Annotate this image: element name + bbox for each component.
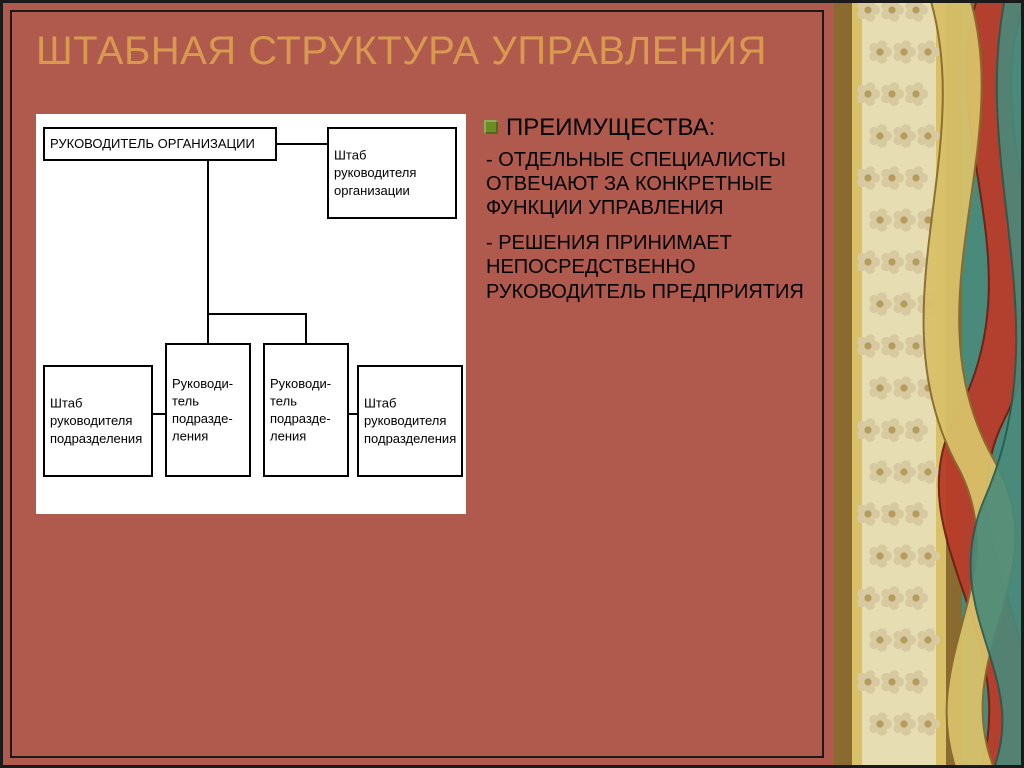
decorative-sidebar — [834, 0, 1024, 768]
svg-text:подразделения: подразделения — [50, 431, 142, 446]
svg-text:ления: ления — [270, 429, 306, 444]
content-row: РУКОВОДИТЕЛЬ ОРГАНИЗАЦИИ Штаб руководителя… — [36, 114, 814, 514]
svg-text:тель: тель — [172, 393, 199, 408]
svg-text:подразделения: подразделения — [364, 431, 456, 446]
sidebar-pattern-svg — [834, 0, 1024, 768]
svg-text:ления: ления — [172, 429, 208, 444]
advantages-item: - ОТДЕЛЬНЫЕ СПЕЦИАЛИСТЫ ОТВЕЧАЮТ ЗА КОНК… — [484, 148, 814, 221]
advantages-heading: ПРЕИМУЩЕСТВА: — [506, 114, 715, 142]
svg-text:Руководи-: Руководи- — [270, 376, 331, 391]
svg-text:организации: организации — [334, 183, 410, 198]
org-chart-svg: РУКОВОДИТЕЛЬ ОРГАНИЗАЦИИ Штаб руководителя… — [36, 114, 466, 514]
org-chart: РУКОВОДИТЕЛЬ ОРГАНИЗАЦИИ Штаб руководителя… — [36, 114, 466, 514]
svg-text:подразде-: подразде- — [172, 411, 233, 426]
svg-text:Штаб: Штаб — [50, 396, 82, 411]
advantages-list: - ОТДЕЛЬНЫЕ СПЕЦИАЛИСТЫ ОТВЕЧАЮТ ЗА КОНК… — [484, 148, 814, 304]
advantages-heading-row: ПРЕИМУЩЕСТВА: — [484, 114, 814, 142]
advantages-item: - РЕШЕНИЯ ПРИНИМАЕТ НЕПОСРЕДСТВЕННО РУКО… — [484, 231, 814, 304]
slide-title: ШТАБНАЯ СТРУКТУРА УПРАВЛЕНИЯ — [36, 28, 814, 74]
svg-text:Штаб: Штаб — [364, 396, 396, 411]
svg-text:Руководи-: Руководи- — [172, 376, 233, 391]
advantages-column: ПРЕИМУЩЕСТВА: - ОТДЕЛЬНЫЕ СПЕЦИАЛИСТЫ ОТ… — [484, 114, 814, 514]
svg-text:РУКОВОДИТЕЛЬ ОРГАНИЗАЦИИ: РУКОВОДИТЕЛЬ ОРГАНИЗАЦИИ — [50, 136, 255, 151]
svg-text:Штаб: Штаб — [334, 148, 366, 163]
svg-text:подразде-: подразде- — [270, 411, 331, 426]
bullet-square-icon — [484, 120, 498, 134]
svg-text:руководителя: руководителя — [334, 165, 416, 180]
svg-text:руководителя: руководителя — [364, 413, 446, 428]
main-area: ШТАБНАЯ СТРУКТУРА УПРАВЛЕНИЯ РУКОВОДИТЕЛ… — [0, 0, 834, 768]
svg-text:тель: тель — [270, 393, 297, 408]
svg-text:руководителя: руководителя — [50, 413, 132, 428]
